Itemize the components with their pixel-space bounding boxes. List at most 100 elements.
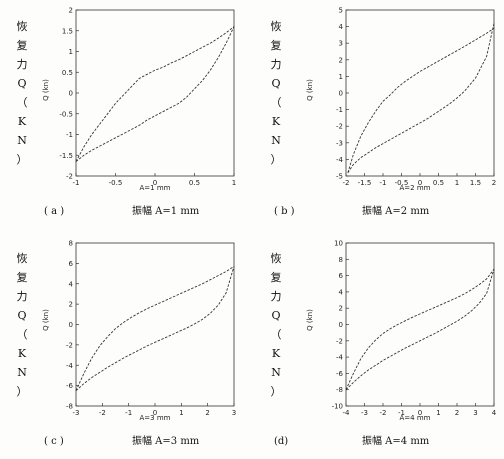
x-tick-label: 2 [455, 409, 459, 417]
side-axis-label-char: Q [271, 309, 280, 322]
side-axis-label-char: 力 [17, 290, 28, 303]
y-tick-label: 8 [339, 256, 343, 264]
x-tick-label: -3 [361, 409, 368, 417]
y-tick-label: 2 [339, 305, 343, 313]
caption-text: 振幅 A=2 mm [362, 204, 430, 217]
plot-frame [345, 9, 495, 177]
x-tick-label: 1 [455, 179, 459, 187]
side-axis-label-char: Q [271, 77, 280, 90]
y-tick-label: 0.5 [62, 69, 73, 77]
caption-text: 振幅 A=4 mm [362, 434, 430, 447]
side-axis-label-char: K [18, 115, 27, 128]
caption-text: 振幅 A=3 mm [132, 434, 200, 447]
x-tick-label: 1 [436, 409, 440, 417]
y-tick-label: 1.5 [62, 27, 73, 35]
x-axis-label: A=2 mm [400, 184, 431, 192]
series-line-2 [75, 266, 235, 392]
side-axis-label-char: 恢 [17, 252, 28, 265]
y-tick-label: 0 [339, 321, 343, 329]
x-tick-label: -1 [125, 409, 132, 417]
x-tick-label: 0.5 [433, 179, 444, 187]
x-tick-label: -1.5 [358, 179, 372, 187]
side-axis-label-char: Q [17, 77, 26, 90]
caption-letter: (d) [274, 436, 288, 447]
x-tick-label: 1 [179, 409, 183, 417]
y-tick-label: 10 [334, 240, 343, 248]
x-tick-label: 4 [492, 409, 497, 417]
series-line-1 [75, 26, 235, 162]
x-tick-label: 2 [492, 179, 496, 187]
x-axis-label: A=3 mm [140, 414, 171, 422]
x-tick-label: -1 [73, 179, 80, 187]
x-tick-label: -3 [73, 409, 80, 417]
side-axis-label-char: （ [17, 328, 28, 341]
y-tick-label: -2 [336, 337, 343, 345]
side-axis-label-char: 恢 [17, 20, 28, 33]
side-axis-label-char: N [17, 134, 27, 147]
caption-letter: ( b ) [274, 206, 295, 217]
side-axis-label-char: （ [271, 96, 282, 109]
side-axis-label: 恢复力 Q （ K N ） [17, 252, 28, 398]
side-axis-label-char: 力 [271, 58, 282, 71]
y-tick-label: 6 [339, 272, 344, 280]
y-tick-label: 0 [69, 90, 73, 98]
series-line-2 [75, 26, 235, 162]
side-axis-label-char: （ [17, 96, 28, 109]
side-axis-label-char: 恢 [271, 20, 282, 33]
x-tick-label: 0 [153, 409, 157, 417]
x-tick-label: -0.5 [109, 179, 123, 187]
side-axis-label-char: （ [271, 328, 282, 341]
x-tick-label: 3 [232, 409, 236, 417]
y-tick-label: -8 [336, 386, 343, 394]
series-line-1 [347, 27, 495, 173]
x-tick-label: 0 [418, 179, 422, 187]
y-tick-label: 3 [339, 40, 343, 48]
y-tick-label: -6 [66, 382, 74, 390]
y-tick-label: 4 [69, 280, 74, 288]
y-tick-label: 1 [69, 48, 73, 56]
y-tick-label: 4 [339, 288, 344, 296]
y-tick-label: -8 [66, 403, 73, 411]
y-tick-label: 2 [69, 301, 73, 309]
side-axis-label-char: ） [271, 385, 282, 398]
x-tick-label: 1 [232, 179, 236, 187]
y-tick-label: -4 [336, 156, 344, 164]
y-tick-label: -1.5 [59, 152, 73, 160]
y-tick-label: 0 [339, 90, 343, 98]
x-tick-label: -4 [343, 409, 351, 417]
y-tick-label: 1 [339, 73, 343, 81]
y-tick-label: 2 [339, 56, 343, 64]
x-tick-label: 0 [153, 179, 157, 187]
plot-frame [345, 242, 495, 407]
side-axis-label-char: N [17, 366, 27, 379]
y-axis-label: Q (kn) [306, 79, 314, 101]
subplot-1: -1 -0.5 0 0.5 1 -2 -1.5 -1 -0.5 0 0.5 1 1.5 2 A=1 mm Q … [17, 7, 237, 218]
x-tick-label: 0.5 [189, 179, 200, 187]
y-tick-label: -1 [336, 106, 343, 114]
y-tick-label: 0 [69, 321, 73, 329]
y-tick-label: 5 [339, 7, 343, 15]
side-axis-label-char: K [272, 347, 281, 360]
side-axis-label-char: 力 [271, 290, 282, 303]
side-axis-label-char: K [18, 347, 27, 360]
y-tick-label: 2 [69, 7, 73, 15]
x-tick-label: -1 [398, 409, 405, 417]
x-tick-label: -1 [380, 179, 387, 187]
y-axis-label: Q (kn) [42, 309, 50, 331]
y-tick-label: -2 [66, 173, 73, 181]
y-axis-label: Q (kn) [42, 79, 50, 101]
side-axis-label-char: ） [17, 153, 28, 166]
plot-frame [75, 9, 235, 177]
side-axis-label: 恢复力 Q （ K N ） [271, 20, 282, 166]
y-tick-label: -5 [336, 173, 343, 181]
side-axis-label-char: N [271, 366, 281, 379]
y-tick-label: 4 [339, 23, 344, 31]
series-line-2 [347, 23, 495, 173]
y-tick-label: -4 [336, 354, 344, 362]
side-axis-label-char: 力 [17, 58, 28, 71]
x-tick-label: -2 [380, 409, 387, 417]
side-axis-label-char: 恢 [271, 252, 282, 265]
y-axis-label: Q (kn) [306, 309, 314, 331]
